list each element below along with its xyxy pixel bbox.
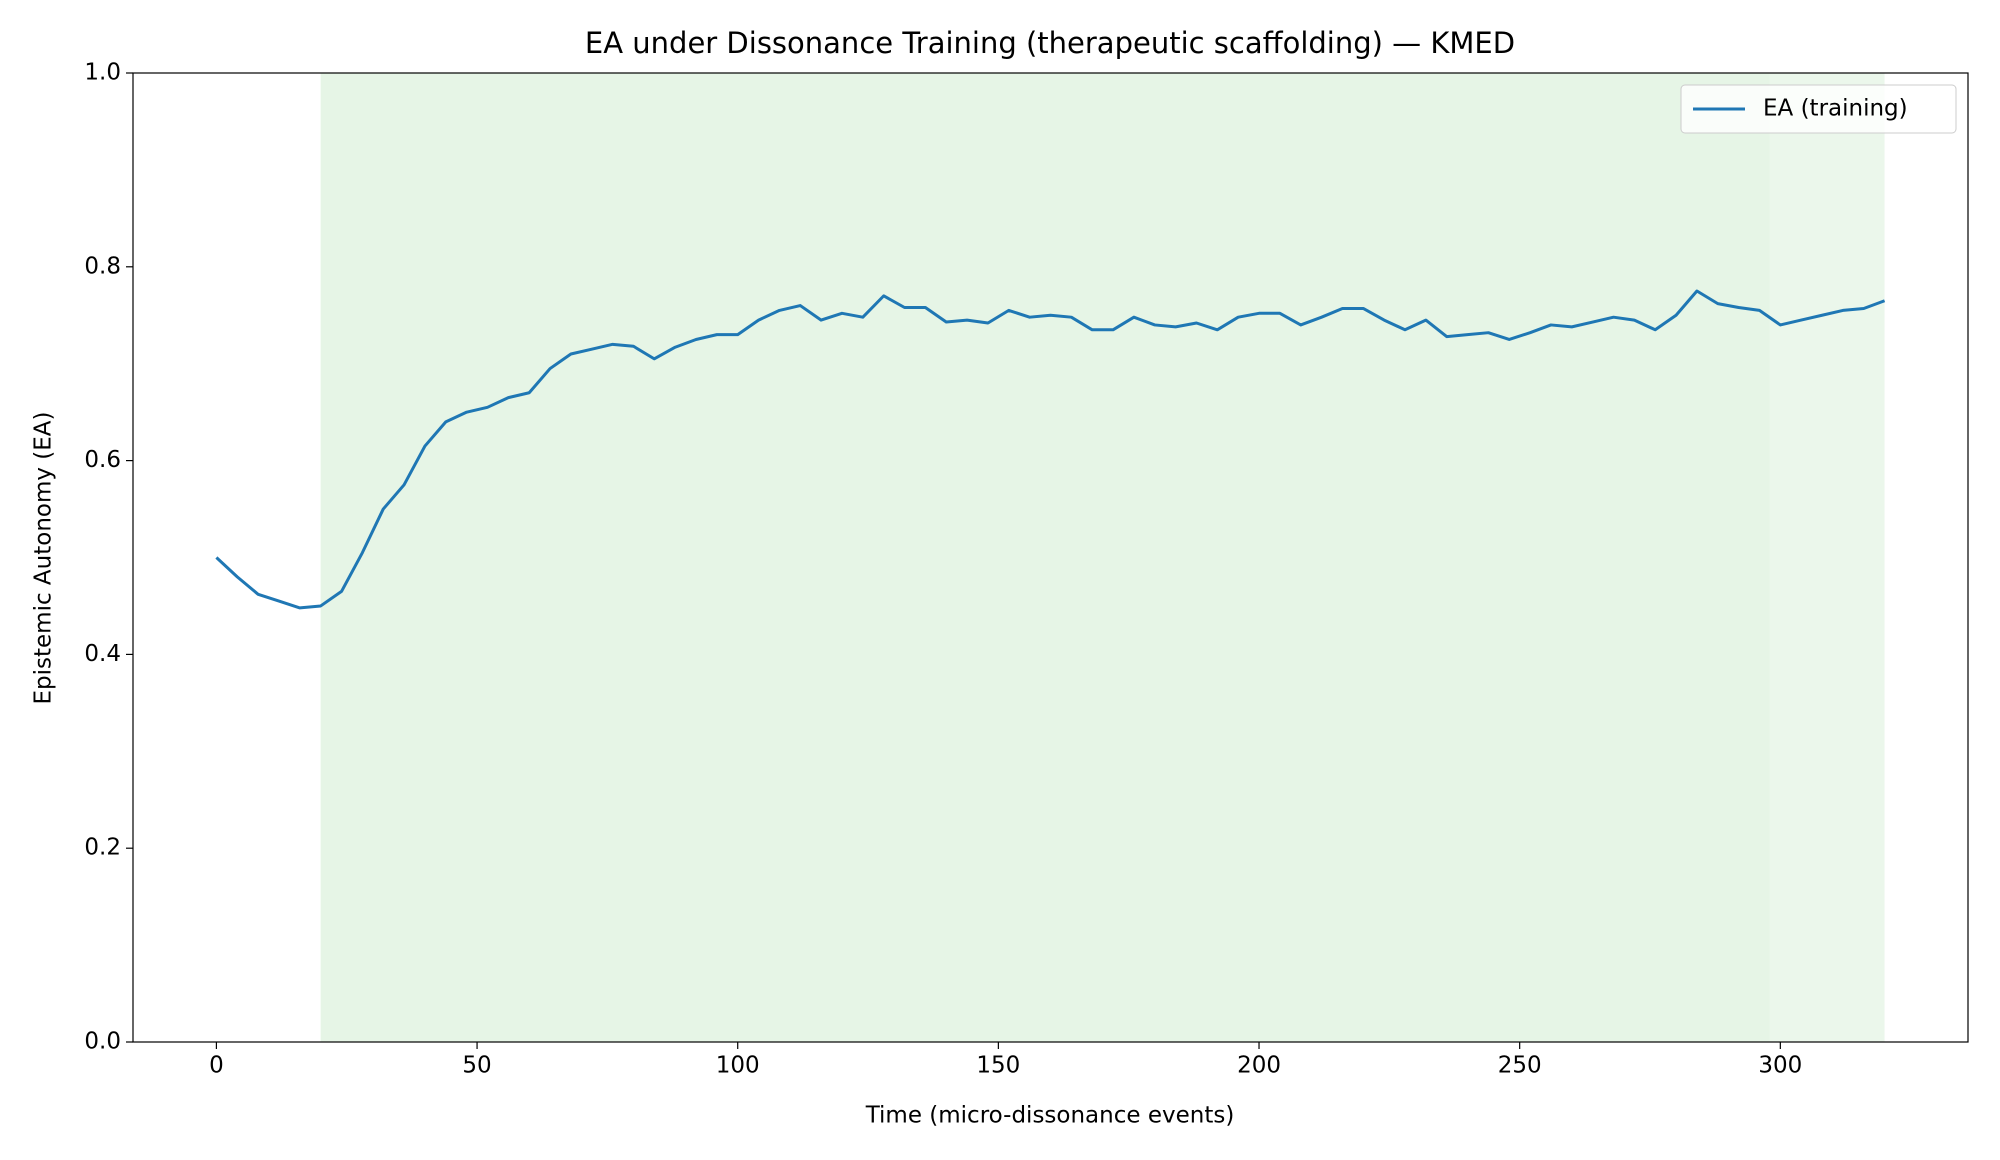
y-axis-label: Epistemic Autonomy (EA) [31,411,57,704]
spans [320,73,1885,1042]
plot-frame [132,72,1969,1043]
x-tick-label: 250 [1498,1053,1542,1079]
line-series [215,289,1886,610]
x-tick-label: 100 [716,1053,760,1079]
x-tick-label: 300 [1758,1053,1802,1079]
chart-title: EA under Dissonance Training (therapeuti… [585,26,1515,60]
x-tick-label: 0 [209,1053,224,1079]
plot [215,289,1886,610]
legend-box [1680,84,1957,134]
shaded-span [320,73,1770,1042]
y-tick-label: 0.4 [84,641,121,667]
y-tick-label: 0.6 [84,447,121,473]
x-axis-label: Time (micro-dissonance events) [865,1103,1235,1129]
legend-label: EA (training) [1763,96,1908,122]
shaded-span [1769,73,1885,1042]
y-tick-label: 0.8 [84,253,121,279]
y-tick-label: 0.0 [84,1029,121,1055]
y-tick-label: 0.2 [84,835,121,861]
x-tick-label: 200 [1237,1053,1281,1079]
x-tick-label: 150 [976,1053,1020,1079]
x-tick-label: 50 [462,1053,491,1079]
legend: EA (training) [1680,84,1957,134]
y-tick-label: 1.0 [84,60,121,86]
